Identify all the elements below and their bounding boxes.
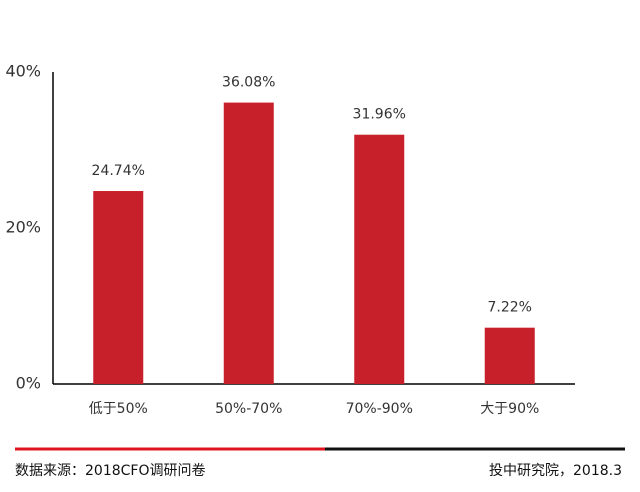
bar [223, 102, 274, 385]
y-tick-label: 0% [16, 374, 41, 393]
publisher-note: 投中研究院，2018.3 [489, 463, 622, 479]
bar [484, 327, 535, 384]
source-note: 数据来源：2018CFO调研问卷 [15, 463, 205, 479]
y-tick-label: 40% [5, 62, 41, 81]
bar [93, 191, 144, 384]
bar [354, 134, 405, 384]
data-label: 36.08% [222, 75, 275, 91]
x-tick-label: 低于50% [89, 401, 148, 417]
x-tick-label: 50%-70% [215, 401, 282, 417]
data-label: 24.74% [92, 163, 145, 179]
x-tick-label: 大于90% [480, 401, 539, 417]
data-label: 7.22% [488, 300, 532, 316]
x-tick-label: 70%-90% [346, 401, 413, 417]
data-label: 31.96% [353, 107, 406, 123]
y-tick-label: 20% [5, 218, 41, 237]
